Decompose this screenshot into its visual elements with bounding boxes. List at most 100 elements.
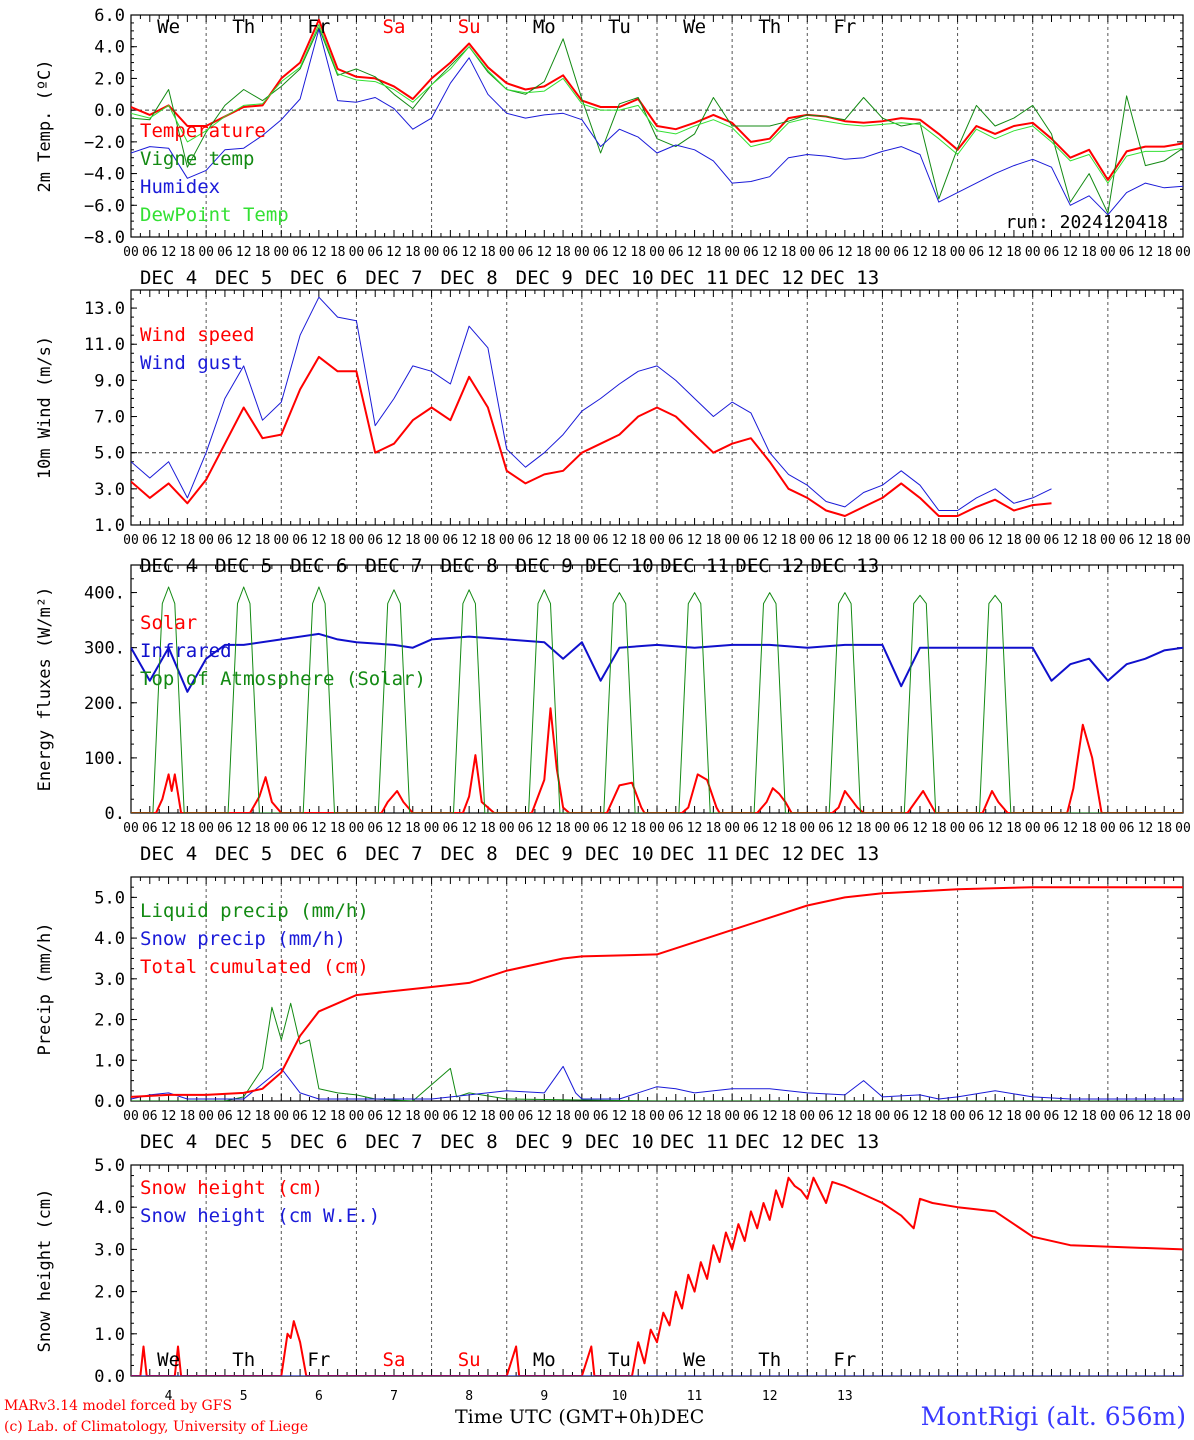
hour-label: 00 [574, 533, 590, 548]
hour-label: 18 [1006, 245, 1022, 260]
hour-label: 00 [799, 533, 815, 548]
x-axis-unit: DEC [660, 1406, 705, 1428]
hour-label: 00 [424, 821, 440, 836]
hour-label: 06 [1119, 1109, 1135, 1124]
hour-label: 00 [424, 1109, 440, 1124]
hour-label: 12 [236, 533, 252, 548]
hour-label: 06 [518, 1109, 534, 1124]
hour-label: 12 [236, 245, 252, 260]
hour-label: 12 [311, 533, 327, 548]
hour-label: 06 [1044, 533, 1060, 548]
hour-label: 12 [762, 245, 778, 260]
hour-label: 12 [987, 245, 1003, 260]
hour-label: 00 [1025, 821, 1041, 836]
hour-label: 00 [1175, 821, 1191, 836]
hour-label: 18 [931, 245, 947, 260]
y-tick-label: −6.0 [84, 196, 125, 216]
hour-label: 00 [649, 533, 665, 548]
series-line-infrared [131, 632, 1183, 693]
date-label: DEC 11 [660, 1131, 729, 1153]
date-label: DEC 12 [735, 267, 804, 289]
hour-label: 18 [706, 245, 722, 260]
hour-label: 18 [781, 533, 797, 548]
day-name-label: Fr [833, 16, 856, 38]
legend-entry: Total cumulated (cm) [140, 956, 369, 978]
hour-label: 06 [743, 1109, 759, 1124]
hour-label: 00 [349, 1109, 365, 1124]
hour-label: 18 [405, 821, 421, 836]
y-tick-label: 100. [84, 749, 125, 769]
hour-label: 12 [311, 1109, 327, 1124]
y-tick-label: 7.0 [94, 408, 125, 428]
lab-credit: (c) Lab. of Climatology, University of L… [4, 1419, 309, 1435]
hour-label: 12 [461, 821, 477, 836]
day-number-label: 7 [390, 1389, 398, 1404]
series-group [131, 886, 1183, 1101]
hour-label: 00 [198, 821, 214, 836]
day-name-label: Th [758, 16, 781, 38]
hour-label: 18 [180, 821, 196, 836]
legend-entry: DewPoint Temp [140, 204, 289, 226]
hour-label: 18 [781, 1109, 797, 1124]
hour-label: 12 [461, 245, 477, 260]
series-line-snow-precip-mm-h- [131, 1065, 1183, 1100]
hour-label: 00 [273, 533, 289, 548]
panel-2: 13.0 11.0 9.0 7.0 5.0 3.0 1.0 10m Wind (m/s) Win… [35, 289, 1191, 577]
hour-label: 12 [612, 821, 628, 836]
date-label: DEC 4 [140, 267, 197, 289]
x-axis-title: Time UTC (GMT+0h)DEC [455, 1406, 704, 1428]
hour-label: 00 [724, 821, 740, 836]
hour-label: 06 [292, 1109, 308, 1124]
hour-label: 12 [762, 533, 778, 548]
legend-entry: Solar [140, 612, 197, 634]
hour-label: 00 [273, 1109, 289, 1124]
hour-label: 18 [180, 1109, 196, 1124]
y-tick-label: 0.0 [94, 1367, 125, 1387]
date-label: DEC 7 [365, 1131, 422, 1153]
series-line-temperature [131, 18, 1183, 181]
hour-label: 00 [499, 533, 515, 548]
hour-label: 00 [875, 821, 891, 836]
legend-entry: Wind speed [140, 324, 254, 346]
date-label: DEC 5 [215, 1131, 272, 1153]
hour-label: 18 [330, 533, 346, 548]
hour-label: 06 [893, 1109, 909, 1124]
hour-label: 00 [1025, 533, 1041, 548]
hour-label: 06 [969, 1109, 985, 1124]
hour-label: 12 [762, 1109, 778, 1124]
hour-label: 12 [687, 1109, 703, 1124]
hour-label: 12 [461, 533, 477, 548]
hour-label: 00 [649, 245, 665, 260]
hour-label: 06 [818, 245, 834, 260]
y-tick-label: 5.0 [94, 1156, 125, 1176]
hour-label: 18 [480, 533, 496, 548]
hour-label: 06 [743, 821, 759, 836]
hour-label: 00 [875, 533, 891, 548]
date-label: DEC 8 [441, 1131, 498, 1153]
hour-label: 12 [1138, 821, 1154, 836]
panel-1: 6.0 4.0 2.0 0.0 −2.0 −4.0 −6.0 −8.0 2m Temp. (ºC… [35, 6, 1191, 289]
hour-label: 06 [443, 1109, 459, 1124]
hour-label: 18 [1156, 533, 1172, 548]
legend-entry: Wind gust [140, 352, 243, 374]
series-line-total-cumulated-cm- [131, 886, 1183, 1098]
hour-label: 18 [856, 1109, 872, 1124]
hour-label: 12 [161, 1109, 177, 1124]
date-label: DEC 6 [290, 843, 347, 865]
hour-label: 18 [1006, 1109, 1022, 1124]
series-line-humidex [131, 28, 1183, 216]
hour-label: 00 [1175, 533, 1191, 548]
day-name-label: Th [232, 1349, 255, 1371]
hour-label: 00 [198, 245, 214, 260]
hour-label: 12 [161, 245, 177, 260]
hour-label: 18 [555, 821, 571, 836]
hour-label: 06 [518, 821, 534, 836]
date-label: DEC 5 [215, 843, 272, 865]
hour-label: 00 [123, 245, 139, 260]
day-name-label: Fr [307, 16, 330, 38]
series-line-liquid-precip-mm-h- [131, 1002, 1183, 1101]
hour-label: 06 [217, 821, 233, 836]
hour-label: 18 [480, 821, 496, 836]
hour-label: 18 [1081, 245, 1097, 260]
hour-label: 12 [912, 821, 928, 836]
